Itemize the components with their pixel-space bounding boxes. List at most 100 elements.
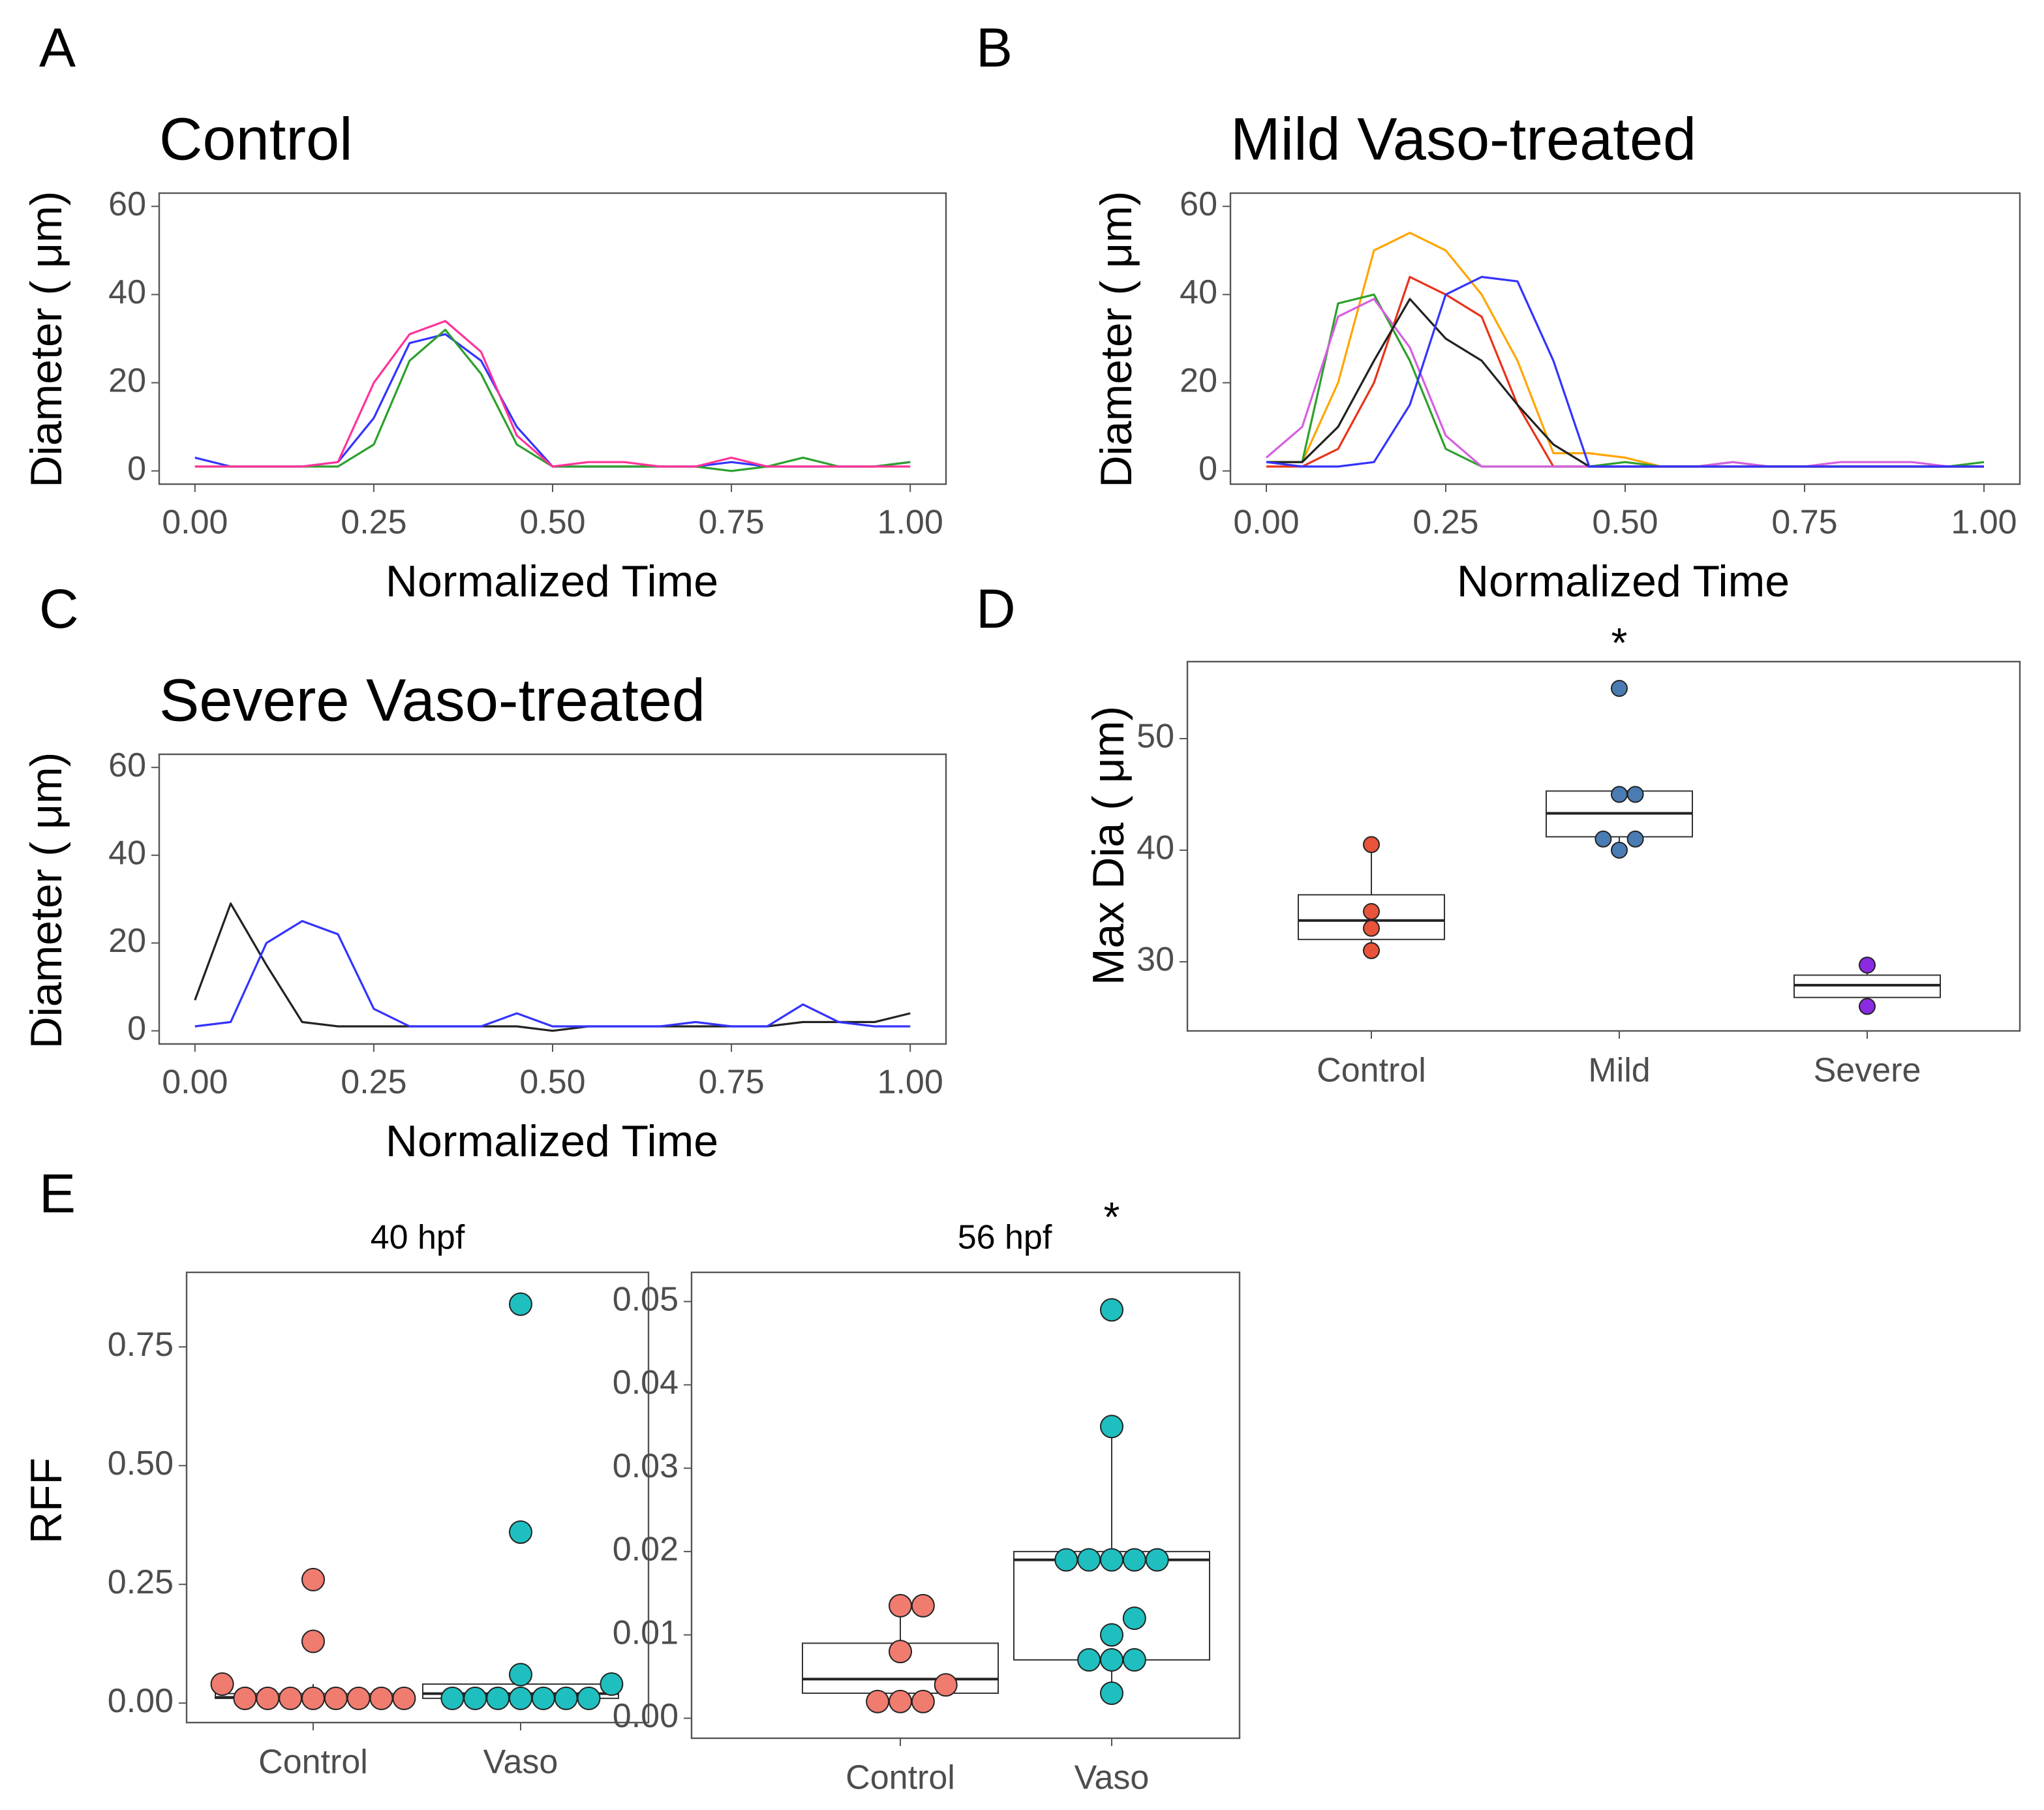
- data-point: [1363, 903, 1380, 921]
- data-point: [486, 1686, 510, 1710]
- data-point: [1100, 1298, 1123, 1322]
- x-axis-title: Normalized Time: [386, 557, 718, 606]
- data-point: [1859, 998, 1876, 1015]
- line-series: [194, 328, 911, 472]
- data-point: [1859, 957, 1876, 974]
- chart-title: 56 hpf: [958, 1219, 1052, 1257]
- x-axis-title: Normalized Time: [1457, 557, 1790, 606]
- line-series: [1266, 275, 1984, 468]
- y-tick-label: 0.03: [613, 1447, 679, 1485]
- data-point: [1363, 919, 1380, 937]
- y-tick-label: 40: [1180, 273, 1217, 311]
- y-tick-label: 20: [108, 922, 146, 960]
- plot-border: [158, 192, 947, 485]
- data-point: [1100, 1415, 1123, 1439]
- y-tick-label: 0.50: [108, 1445, 174, 1482]
- y-tick-label: 0.25: [108, 1563, 174, 1601]
- plot-border: [185, 1271, 650, 1724]
- y-tick-label: 40: [108, 273, 146, 311]
- data-point: [1100, 1623, 1123, 1647]
- chart-title: 40 hpf: [371, 1219, 465, 1257]
- data-point: [1054, 1548, 1078, 1572]
- y-tick-label: 20: [108, 361, 146, 399]
- x-tick-label: 0.00: [1233, 504, 1299, 542]
- data-point: [889, 1640, 912, 1664]
- data-point: [1100, 1681, 1123, 1706]
- y-tick-label: 0: [1198, 450, 1217, 487]
- x-tick-label: 1.00: [1951, 504, 2017, 542]
- x-tick-label: 0.75: [698, 1064, 764, 1101]
- y-tick-label: 0.04: [613, 1364, 679, 1402]
- data-point: [509, 1663, 532, 1687]
- data-point: [463, 1686, 487, 1710]
- chart-title: Severe Vaso-treated: [159, 667, 705, 733]
- chart-title: Mild Vaso-treated: [1230, 106, 1696, 172]
- y-tick-label: 0.00: [108, 1682, 174, 1720]
- y-axis-title: Diameter ( μm): [22, 191, 71, 488]
- panel-label: E: [39, 1163, 76, 1224]
- y-tick-label: 60: [1180, 185, 1217, 223]
- data-point: [1077, 1648, 1101, 1672]
- plot-border: [1229, 192, 2021, 485]
- y-tick-label: 60: [108, 746, 146, 784]
- x-tick-label: Vaso: [483, 1743, 558, 1781]
- y-axis-title: Diameter ( μm): [1091, 191, 1141, 488]
- x-tick-label: 0.50: [519, 1064, 585, 1101]
- plot-border: [1186, 660, 2021, 1032]
- data-point: [1626, 830, 1644, 848]
- x-tick-label: 1.00: [877, 1064, 943, 1101]
- x-tick-label: Severe: [1814, 1052, 1921, 1090]
- x-tick-label: 0.25: [341, 504, 406, 542]
- data-point: [600, 1672, 624, 1696]
- data-point: [210, 1672, 234, 1696]
- line-series: [1266, 275, 1984, 468]
- x-tick-label: Control: [846, 1759, 955, 1797]
- line-series: [1266, 232, 1984, 468]
- x-tick-label: 0.00: [162, 1064, 228, 1101]
- data-point: [1611, 841, 1628, 859]
- x-tick-label: 0.25: [341, 1064, 406, 1101]
- y-axis-title: RFF: [22, 1458, 71, 1544]
- x-tick-label: 0.50: [519, 504, 585, 542]
- data-point: [934, 1673, 958, 1697]
- data-point: [324, 1686, 348, 1710]
- data-point: [1100, 1648, 1123, 1672]
- y-tick-label: 50: [1136, 718, 1174, 756]
- panel-label: D: [976, 578, 1016, 639]
- line-series: [194, 320, 911, 468]
- data-point: [301, 1686, 325, 1710]
- y-tick-label: 60: [108, 185, 146, 223]
- x-tick-label: 0.75: [698, 504, 764, 542]
- y-tick-label: 0.00: [613, 1697, 679, 1735]
- chart-title: Control: [159, 106, 353, 172]
- data-point: [1100, 1548, 1123, 1572]
- data-point: [256, 1686, 280, 1710]
- data-point: [301, 1629, 325, 1653]
- box: [802, 1642, 999, 1695]
- data-point: [1363, 942, 1380, 959]
- panel-label: B: [976, 17, 1013, 78]
- x-axis-title: Normalized Time: [386, 1116, 718, 1166]
- data-point: [392, 1686, 416, 1710]
- y-tick-label: 40: [1136, 829, 1174, 867]
- y-tick-label: 20: [1180, 361, 1217, 399]
- data-point: [1122, 1648, 1146, 1672]
- data-point: [1363, 836, 1380, 853]
- data-point: [509, 1686, 532, 1710]
- x-tick-label: 0.50: [1592, 504, 1658, 542]
- data-point: [233, 1686, 257, 1710]
- data-point: [889, 1689, 912, 1713]
- data-point: [1611, 680, 1628, 698]
- y-tick-label: 0: [127, 450, 146, 487]
- x-tick-label: 1.00: [877, 504, 943, 542]
- data-point: [509, 1520, 532, 1544]
- panel-label: C: [39, 578, 79, 639]
- plot-border: [690, 1271, 1241, 1740]
- plot-border: [158, 753, 947, 1045]
- data-point: [911, 1593, 935, 1618]
- data-point: [440, 1686, 465, 1710]
- data-point: [279, 1686, 303, 1710]
- y-tick-label: 0.02: [613, 1531, 679, 1569]
- x-tick-label: Control: [1317, 1052, 1426, 1090]
- data-point: [531, 1686, 555, 1710]
